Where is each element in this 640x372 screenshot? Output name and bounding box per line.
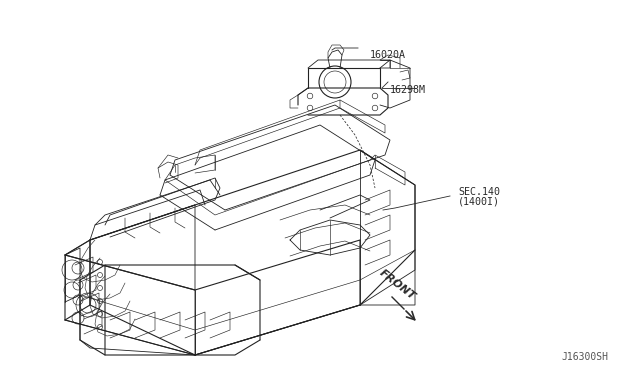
Text: SEC.140: SEC.140 (458, 187, 500, 197)
Text: J16300SH: J16300SH (561, 352, 608, 362)
Text: FRONT: FRONT (378, 268, 418, 302)
Text: (1400I): (1400I) (458, 197, 500, 207)
Text: 16020A: 16020A (370, 50, 406, 60)
Text: 16298M: 16298M (390, 85, 426, 95)
